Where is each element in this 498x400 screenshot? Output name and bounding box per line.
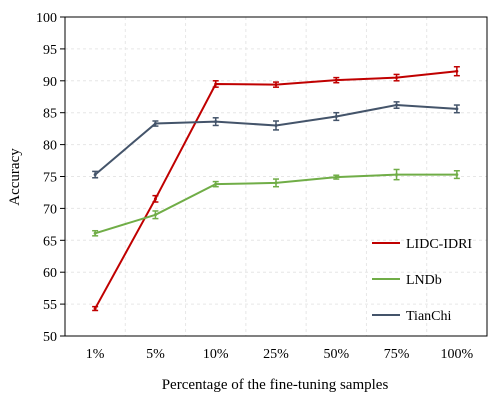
data-point <box>153 122 157 126</box>
y-tick-label: 70 <box>43 202 57 217</box>
legend-label: LIDC-IDRI <box>406 237 472 252</box>
legend: LIDC-IDRI LNDb TianChi <box>372 237 472 324</box>
data-point <box>274 123 278 127</box>
data-point <box>334 78 338 82</box>
series-lidc-idri <box>92 66 460 312</box>
data-point <box>274 83 278 87</box>
data-point <box>153 197 157 201</box>
data-point <box>93 231 97 235</box>
data-point <box>395 76 399 80</box>
legend-item-lndb: LNDb <box>372 273 442 288</box>
data-point <box>214 82 218 86</box>
y-tick-label: 85 <box>43 107 57 122</box>
series-lines <box>92 66 460 312</box>
data-point <box>274 181 278 185</box>
x-tick-label: 5% <box>146 347 165 362</box>
axes <box>60 16 488 337</box>
data-point <box>455 69 459 73</box>
data-point <box>93 307 97 311</box>
x-axis-title: Percentage of the fine-tuning samples <box>162 377 389 393</box>
data-point <box>214 120 218 124</box>
data-point <box>395 173 399 177</box>
tick-labels: 50 55 60 65 70 75 80 85 90 95 100 1% 5% 10% 25% 50% 75% 1… <box>36 11 474 362</box>
data-point <box>455 173 459 177</box>
series-lndb <box>92 168 460 237</box>
data-point <box>334 115 338 119</box>
series-line <box>94 104 457 176</box>
y-tick-label: 55 <box>43 298 57 313</box>
x-tick-label: 75% <box>384 347 410 362</box>
x-tick-label: 25% <box>263 347 289 362</box>
data-point <box>395 103 399 107</box>
y-axis-title: Accuracy <box>7 148 23 206</box>
x-tick-label: 10% <box>203 347 229 362</box>
legend-item-lidc-idri: LIDC-IDRI <box>372 237 472 252</box>
y-tick-label: 65 <box>43 234 57 249</box>
series-line <box>94 70 457 310</box>
y-tick-label: 95 <box>43 43 57 58</box>
x-tick-label: 1% <box>86 347 105 362</box>
x-tick-label: 100% <box>441 347 474 362</box>
data-point <box>93 173 97 177</box>
y-tick-label: 50 <box>43 330 57 345</box>
data-point <box>214 182 218 186</box>
y-tick-label: 80 <box>43 139 57 154</box>
x-tick-label: 50% <box>323 347 349 362</box>
y-tick-label: 90 <box>43 75 57 90</box>
legend-item-tianchi: TianChi <box>372 309 452 324</box>
y-tick-label: 100 <box>36 11 57 26</box>
grid-lines <box>65 17 487 336</box>
plot-frame <box>64 16 488 337</box>
data-point <box>334 175 338 179</box>
series-tianchi <box>92 101 460 179</box>
y-tick-label: 75 <box>43 171 57 186</box>
legend-label: TianChi <box>406 309 452 324</box>
data-point <box>153 213 157 217</box>
legend-label: LNDb <box>406 273 442 288</box>
y-tick-label: 60 <box>43 266 57 281</box>
data-point <box>455 107 459 111</box>
